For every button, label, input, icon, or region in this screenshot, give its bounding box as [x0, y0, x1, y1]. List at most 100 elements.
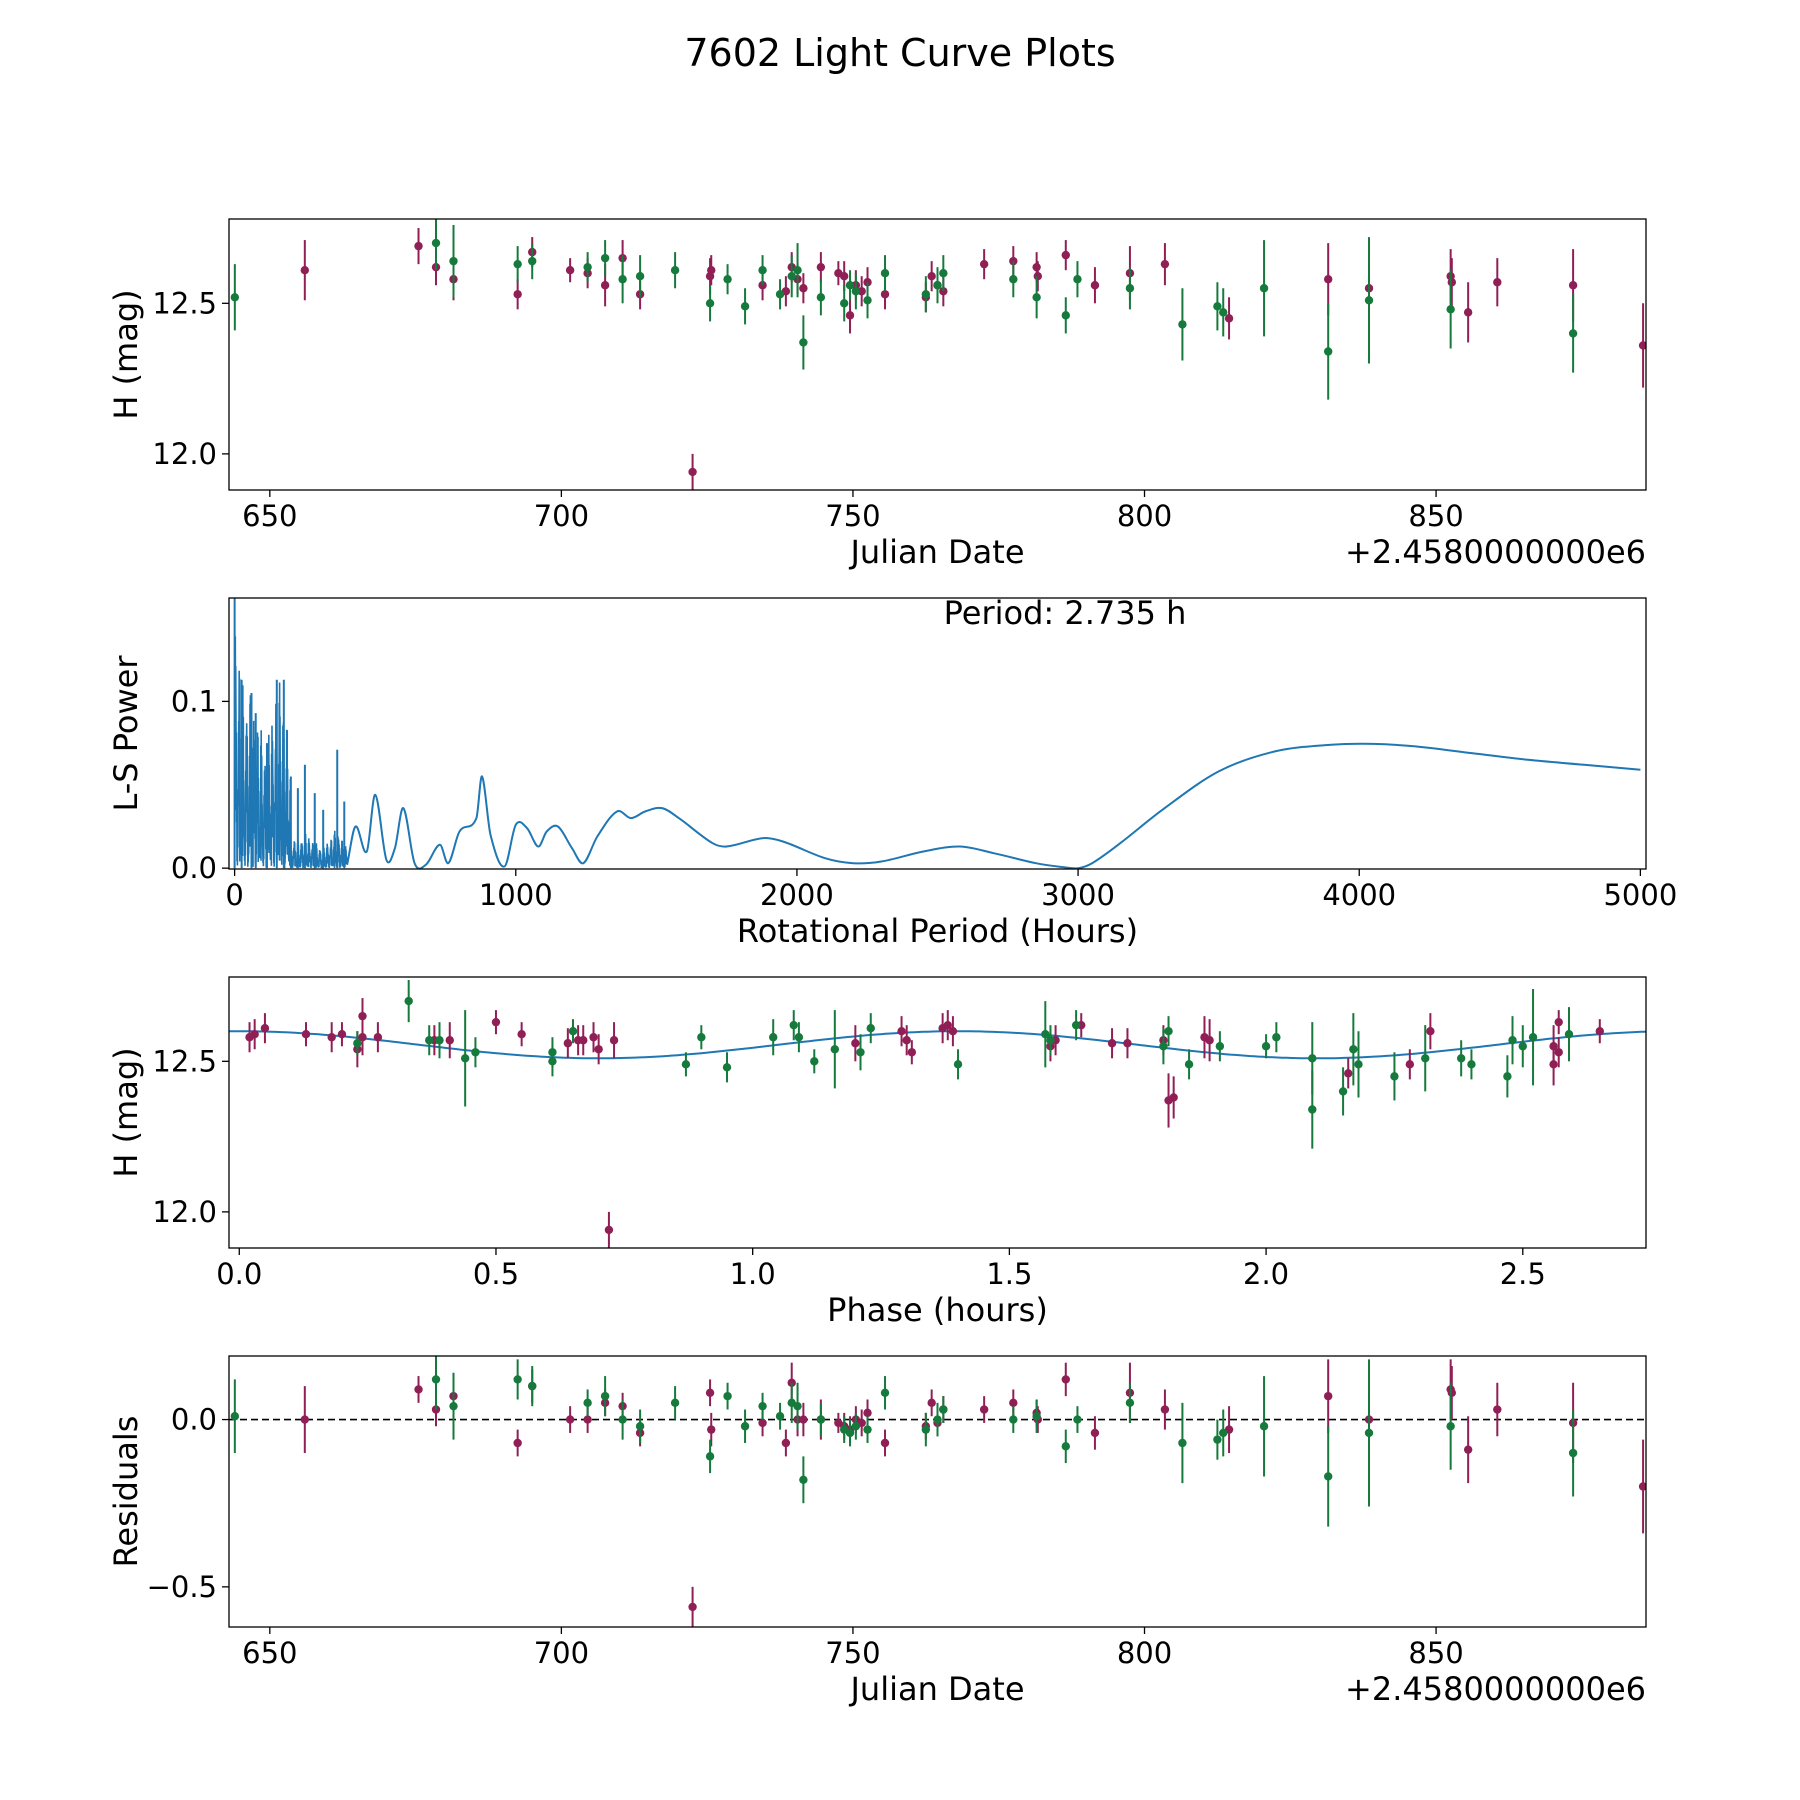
x-tick-label: 850	[1408, 1636, 1463, 1670]
marker	[1178, 320, 1187, 329]
marker	[1549, 1060, 1558, 1069]
data-point	[897, 1016, 906, 1047]
data-point	[830, 1010, 840, 1089]
x-tick-label: 800	[1117, 1636, 1172, 1670]
x-tick-label: 5000	[1603, 878, 1677, 912]
marker	[880, 290, 890, 299]
data-point	[1390, 1052, 1399, 1101]
data-point	[1349, 1013, 1358, 1086]
periodogram-panel: 0 1000 2000 3000 4000 5000 0.0 0.1 Rotational Pe…	[107, 594, 1677, 950]
phased-panel: 0.0 0.5 1.0 1.5 2.0 2.5 12.0 12.5 Phase (hours) H…	[107, 976, 1647, 1329]
data-point	[1073, 1406, 1082, 1433]
data-point	[670, 1386, 680, 1420]
data-point	[513, 1429, 522, 1457]
marker	[1160, 1405, 1170, 1414]
data-point	[1261, 1034, 1271, 1059]
data-point	[1518, 1025, 1527, 1068]
lightcurve-plot-area	[230, 219, 1646, 490]
data-point	[513, 279, 522, 310]
data-point	[1446, 270, 1455, 349]
x-tick-label: 1.5	[986, 1257, 1032, 1291]
marker	[513, 1438, 522, 1448]
data-point	[845, 1419, 855, 1447]
data-point	[445, 1022, 454, 1059]
marker	[565, 265, 575, 275]
marker	[793, 265, 802, 275]
marker	[921, 1425, 931, 1434]
data-point	[789, 1010, 798, 1041]
marker	[300, 265, 310, 275]
marker	[1349, 1045, 1358, 1054]
data-point	[697, 1025, 706, 1050]
marker	[1528, 1033, 1538, 1042]
data-point	[491, 1010, 501, 1035]
marker	[758, 1401, 767, 1411]
data-point	[1595, 1019, 1604, 1044]
marker	[491, 1017, 501, 1027]
marker	[1323, 347, 1333, 356]
marker	[1009, 1415, 1018, 1424]
data-point	[600, 1376, 610, 1417]
data-point	[722, 1052, 732, 1083]
period-annotation: Period: 2.735 h	[944, 594, 1187, 632]
marker	[517, 1030, 526, 1039]
data-point	[1125, 1382, 1135, 1423]
marker	[1184, 1060, 1194, 1069]
marker	[723, 1391, 732, 1401]
data-point	[517, 1022, 526, 1047]
data-point	[1009, 1406, 1018, 1433]
marker	[1032, 262, 1041, 272]
y-tick-label: 0.0	[171, 1403, 217, 1437]
marker	[1446, 1422, 1455, 1431]
data-point	[1446, 1382, 1455, 1470]
marker	[1164, 1027, 1173, 1036]
marker	[1554, 1017, 1563, 1027]
data-point	[1259, 1376, 1269, 1477]
marker	[1568, 329, 1578, 338]
marker	[1323, 1391, 1333, 1401]
data-point	[449, 1372, 458, 1440]
data-point	[880, 255, 890, 292]
data-point	[1061, 1362, 1070, 1397]
marker	[414, 241, 423, 251]
data-point	[1259, 240, 1269, 337]
data-point	[948, 1016, 958, 1047]
data-point	[1463, 282, 1473, 343]
data-point	[723, 264, 732, 295]
marker	[816, 1415, 826, 1424]
data-point	[880, 1376, 890, 1410]
x-tick-label: 3000	[1041, 878, 1115, 912]
marker	[460, 1054, 470, 1063]
data-point	[769, 1019, 778, 1056]
marker	[799, 1415, 808, 1424]
marker	[1224, 314, 1234, 323]
data-point	[705, 1379, 715, 1407]
data-point	[799, 273, 808, 304]
data-point	[301, 1022, 311, 1047]
data-point	[404, 980, 413, 1023]
y-tick-label: 12.5	[152, 1044, 217, 1078]
marker	[1463, 1445, 1473, 1454]
data-point	[425, 1025, 434, 1056]
marker	[431, 1375, 441, 1384]
data-point	[1032, 276, 1041, 319]
data-point	[799, 1456, 808, 1504]
y-tick-label: 12.0	[152, 1195, 217, 1229]
marker	[758, 265, 767, 275]
data-point	[1528, 989, 1538, 1086]
phased-plot-area	[229, 980, 1646, 1248]
marker	[933, 281, 942, 290]
data-point	[775, 279, 785, 310]
y-tick-label: 12.5	[152, 286, 217, 320]
data-point	[1205, 1019, 1214, 1062]
residuals-panel: 650 700 750 800 850 −0.5 0.0 Julian Date Residua…	[107, 1355, 1647, 1708]
data-point	[528, 243, 537, 280]
marker	[927, 272, 936, 281]
marker	[880, 1438, 890, 1448]
data-point	[863, 1416, 872, 1443]
data-point	[794, 1022, 804, 1053]
x-tick-label: 2000	[760, 878, 834, 912]
y-axis-label: Residuals	[107, 1416, 145, 1568]
data-point	[1549, 1043, 1558, 1086]
marker	[880, 1388, 890, 1398]
